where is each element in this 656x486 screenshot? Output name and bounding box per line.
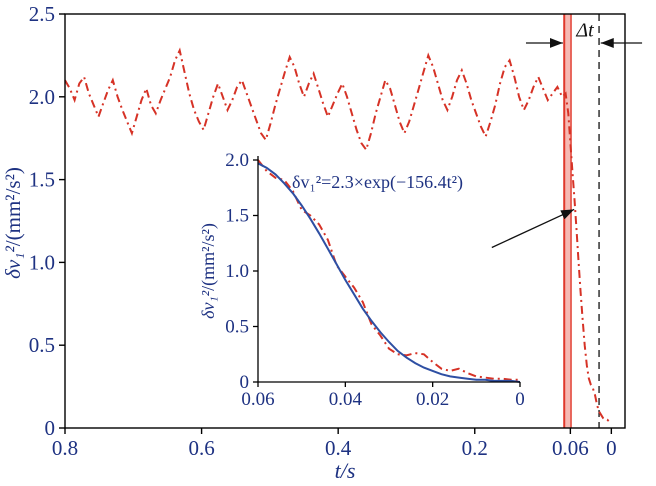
inset-y-tick-label: 1.0	[225, 261, 249, 282]
inset-y-tick-label: 1.5	[225, 206, 249, 227]
delta-t-label: Δt	[575, 20, 594, 42]
y-tick-label: 2.5	[29, 2, 55, 26]
main-x-ticks: 0.8 0.6 0.4 0.2 0.06 0	[52, 428, 617, 460]
inset-x-ticks: 0.06 0.04 0.02 0	[241, 382, 525, 410]
inset-x-tick-label: 0.02	[416, 389, 449, 410]
y-tick-label: 0	[45, 416, 56, 440]
inset-y-tick-label: 2.0	[225, 150, 249, 171]
inset-pointer-arrow	[491, 208, 575, 249]
x-tick-label: 0.8	[52, 436, 78, 460]
inset-x-tick-label: 0.06	[241, 389, 274, 410]
fit-formula-label: δv₁²=2.3×exp(−156.4t²)	[292, 172, 463, 193]
x-tick-label: 0.2	[462, 436, 488, 460]
inset-x-tick-label: 0	[515, 389, 525, 410]
inset-series-gaussian-fit	[257, 162, 521, 383]
main-signal-series	[64, 47, 612, 423]
inset-y-tick-label: 0	[240, 372, 250, 393]
inset-x-tick-label: 0.04	[329, 389, 363, 410]
y-tick-label: 1.0	[29, 250, 55, 274]
inset-plot: 0.06 0.04 0.02 0 0 0.5 1.0 1.5 2.0 δv₁²/(mm²/s²) δ…	[198, 150, 525, 410]
x-tick-label: 0	[606, 436, 617, 460]
event-band	[564, 14, 572, 428]
inset-y-ticks: 0 0.5 1.0 1.5 2.0	[225, 150, 258, 393]
x-tick-label: 0.4	[325, 436, 352, 460]
inset-y-tick-label: 0.5	[225, 317, 249, 338]
x-tick-label: 0.6	[188, 436, 214, 460]
y-tick-label: 2.0	[29, 85, 55, 109]
main-x-axis-label: t/s	[335, 458, 356, 483]
y-tick-label: 0.5	[29, 333, 55, 357]
main-axes-box	[64, 13, 626, 429]
y-tick-label: 1.5	[29, 168, 55, 192]
inset-y-axis-label: δv₁²/(mm²/s²)	[198, 223, 219, 319]
main-y-axis-label: δv₁²/(mm²/s²)	[1, 167, 25, 279]
main-plot: 0.8 0.6 0.4 0.2 0.06 000.51.01.52.02.5t/sδv₁²…	[1, 2, 643, 483]
inset-series-measured-decay	[257, 159, 520, 381]
x-tick-label: 0.06	[552, 436, 589, 460]
main-y-ticks: 0 0.5 1.0 1.5 2.0 2.5	[29, 2, 65, 440]
